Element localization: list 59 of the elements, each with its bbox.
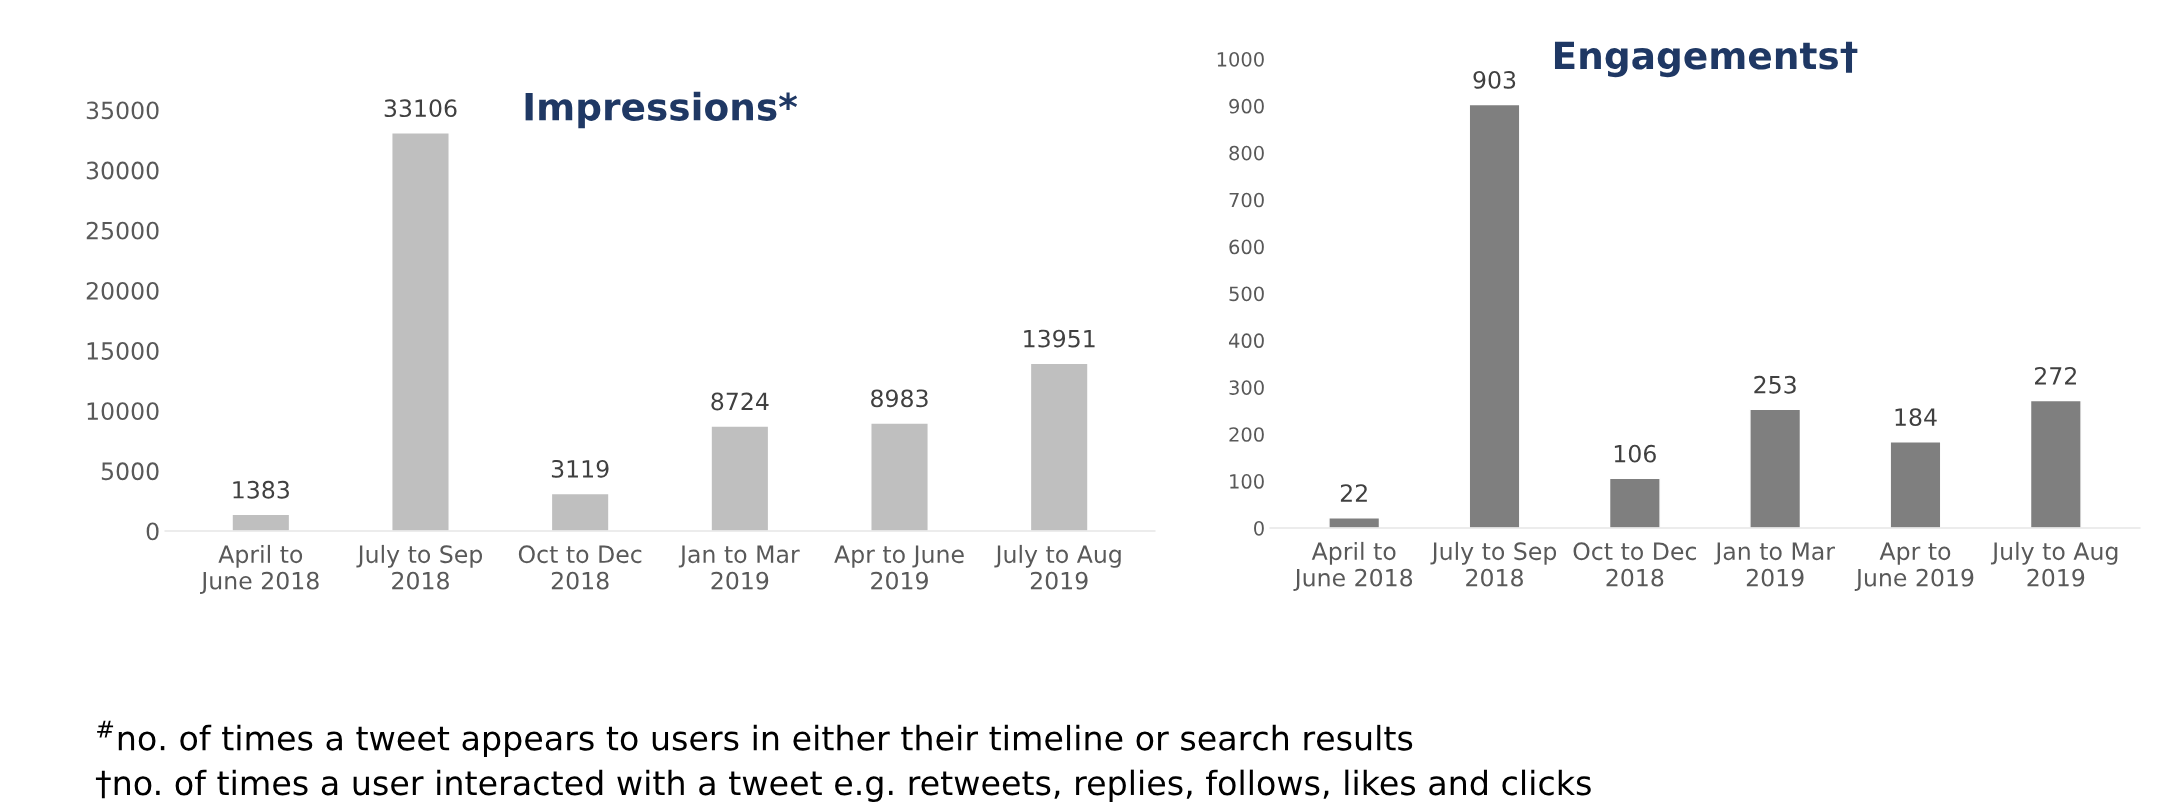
bar bbox=[1029, 362, 1089, 531]
data-label: 33106 bbox=[384, 99, 457, 118]
data-label: 184 bbox=[1895, 408, 1937, 427]
x-tick-label: July to Aug 2019 bbox=[994, 544, 1121, 590]
x-tick-label: July to Sep 2018 bbox=[1430, 541, 1557, 587]
data-label: 22 bbox=[1340, 484, 1367, 502]
data-label: 8724 bbox=[711, 392, 769, 411]
data-label: 903 bbox=[1473, 70, 1516, 89]
x-tick-label: Oct to Dec 2018 bbox=[518, 545, 642, 590]
y-tick-label: 1000 bbox=[1217, 51, 1264, 67]
y-tick-label: 30000 bbox=[86, 161, 159, 180]
data-label: 1383 bbox=[233, 480, 289, 499]
bar bbox=[391, 132, 450, 531]
y-tick-label: 35000 bbox=[86, 101, 159, 120]
y-tick-label: 400 bbox=[1228, 333, 1264, 349]
y-tick-label: 5000 bbox=[101, 462, 159, 481]
x-tick-label: Jan to Mar 2019 bbox=[678, 545, 800, 590]
data-label: 253 bbox=[1754, 375, 1796, 394]
y-tick-label: 500 bbox=[1229, 286, 1264, 302]
x-tick-label: April to June 2018 bbox=[200, 544, 319, 594]
bar bbox=[1328, 516, 1381, 528]
data-label: 13951 bbox=[1024, 329, 1095, 348]
bar bbox=[710, 425, 770, 531]
y-tick-label: 100 bbox=[1230, 474, 1264, 489]
x-tick-label: April to June 2018 bbox=[1293, 541, 1413, 591]
y-tick-label: 15000 bbox=[87, 342, 159, 360]
y-tick-label: 10000 bbox=[87, 402, 159, 421]
bar bbox=[231, 513, 291, 531]
x-tick-label: Oct to Dec 2018 bbox=[1573, 542, 1696, 587]
x-tick-label: Apr to June 2019 bbox=[1854, 542, 1974, 591]
x-tick-label: Jan to Mar 2019 bbox=[1714, 542, 1835, 587]
bar bbox=[550, 492, 610, 531]
bar bbox=[1889, 441, 1942, 528]
y-tick-label: 700 bbox=[1229, 192, 1264, 208]
bar bbox=[1749, 408, 1802, 528]
bar bbox=[870, 422, 929, 531]
y-tick-label: 0 bbox=[1254, 520, 1264, 536]
chart-title: Impressions* bbox=[525, 91, 798, 129]
chart-title: Engagements† bbox=[1554, 41, 1858, 78]
y-tick-label: 20000 bbox=[86, 281, 159, 300]
y-tick-label: 900 bbox=[1229, 98, 1264, 114]
y-tick-label: 25000 bbox=[86, 221, 159, 240]
bar bbox=[1608, 477, 1661, 528]
x-tick-label: July to Sep 2018 bbox=[356, 544, 483, 590]
data-label: 8983 bbox=[871, 389, 928, 408]
text: †no. of times a user interacted with a tweet e.g. retweets, replies, follows, likes and clicks bbox=[95, 769, 1591, 802]
text: $^{#}$no. of times a tweet appears to users in either their timeline or search results bbox=[97, 720, 1413, 758]
data-label: 272 bbox=[2035, 366, 2076, 385]
y-tick-label: 200 bbox=[1229, 427, 1264, 442]
data-label: 106 bbox=[1614, 444, 1656, 463]
y-tick-label: 300 bbox=[1229, 380, 1264, 395]
bar bbox=[2029, 399, 2082, 528]
x-tick-label: July to Aug 2019 bbox=[1990, 541, 2118, 587]
y-tick-label: 600 bbox=[1229, 239, 1264, 255]
y-tick-label: 800 bbox=[1229, 145, 1264, 161]
bar bbox=[1468, 103, 1521, 528]
data-label: 3119 bbox=[551, 459, 609, 478]
y-tick-label: 0 bbox=[146, 522, 159, 541]
x-tick-label: Apr to June 2019 bbox=[834, 545, 964, 590]
